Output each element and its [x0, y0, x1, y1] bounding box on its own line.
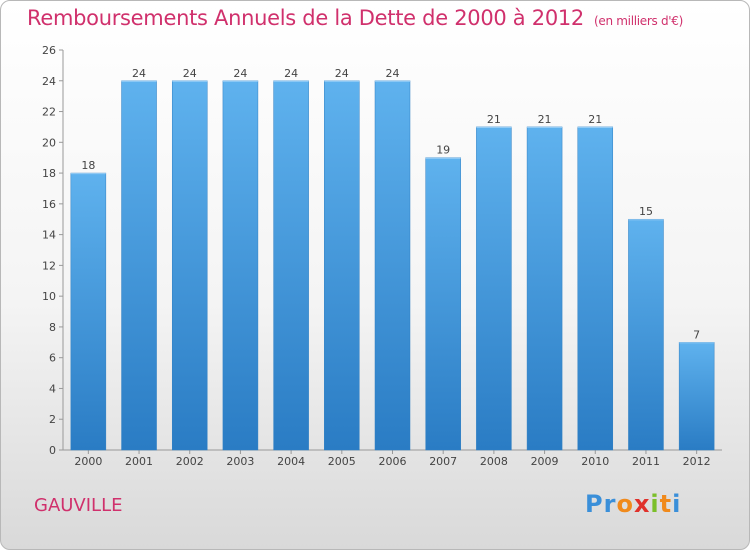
x-tick-label: 2005 — [328, 455, 356, 468]
data-label: 24 — [386, 67, 400, 80]
logo-letter: x — [633, 490, 651, 518]
commune-name: GAUVILLE — [34, 495, 123, 516]
y-tick-label: 0 — [49, 444, 56, 457]
y-tick-label: 2 — [49, 413, 56, 426]
y-tick-label: 22 — [42, 106, 56, 119]
chart-title-text: Remboursements Annuels de la Dette de 20… — [27, 6, 584, 30]
x-tick-label: 2006 — [379, 455, 407, 468]
data-label: 24 — [233, 67, 247, 80]
x-tick-label: 2002 — [176, 455, 204, 468]
y-tick-label: 12 — [42, 259, 56, 272]
data-label: 7 — [693, 328, 700, 341]
data-label: 24 — [284, 67, 298, 80]
bar-2002 — [171, 80, 208, 451]
x-tick-label: 2008 — [480, 455, 508, 468]
data-label: 21 — [487, 113, 501, 126]
bars: 18 24 24 24 24 24 24 19 21 21 21 15 7 — [70, 67, 715, 451]
x-tick-label: 2000 — [74, 455, 102, 468]
data-label: 15 — [639, 205, 653, 218]
bar-2004 — [273, 80, 309, 451]
y-tick-label: 10 — [42, 290, 56, 303]
logo-letter: r — [603, 490, 617, 518]
proxiti-logo: Proxiti — [585, 490, 681, 518]
y-tick-label: 6 — [49, 352, 56, 365]
bar-2010 — [577, 126, 614, 451]
bar-2005 — [324, 80, 360, 451]
y-tick-label: 18 — [42, 167, 56, 180]
chart-subtitle: (en milliers d'€) — [594, 14, 684, 28]
logo-letter: t — [659, 490, 673, 518]
data-label: 24 — [335, 67, 349, 80]
y-tick-label: 4 — [49, 382, 56, 395]
y-tick-label: 16 — [42, 198, 56, 211]
x-tick-label: 2003 — [226, 455, 254, 468]
y-tick-label: 20 — [42, 136, 56, 149]
x-tick-label: 2004 — [277, 455, 305, 468]
y-tick-label: 8 — [49, 321, 56, 334]
logo-letter: i — [672, 490, 682, 518]
x-tick-label: 2009 — [531, 455, 559, 468]
y-tick-label: 14 — [42, 229, 56, 242]
logo-letter: P — [585, 490, 604, 518]
bar-2009 — [526, 126, 563, 451]
chart-title: Remboursements Annuels de la Dette de 20… — [27, 6, 683, 30]
x-tick-label: 2010 — [581, 455, 609, 468]
x-tick-label: 2011 — [632, 455, 660, 468]
bar-2000 — [70, 172, 107, 451]
bar-2006 — [374, 80, 411, 451]
logo-letter: o — [616, 490, 634, 518]
data-label: 24 — [132, 67, 146, 80]
data-label: 21 — [588, 113, 602, 126]
data-label: 18 — [81, 159, 95, 172]
y-tick-label: 26 — [42, 44, 56, 57]
logo-letter: i — [650, 490, 660, 518]
bar-2011 — [628, 218, 664, 451]
bar-2008 — [476, 126, 512, 451]
data-label: 21 — [538, 113, 552, 126]
y-tick-label: 24 — [42, 75, 56, 88]
data-label: 19 — [436, 144, 450, 157]
data-label: 24 — [183, 67, 197, 80]
bar-2001 — [121, 80, 157, 451]
x-tick-label: 2007 — [429, 455, 457, 468]
bar-2012 — [678, 342, 715, 451]
x-tick-label: 2012 — [683, 455, 711, 468]
bar-2007 — [425, 157, 461, 451]
bar-2003 — [222, 80, 259, 451]
x-tick-label: 2001 — [125, 455, 153, 468]
